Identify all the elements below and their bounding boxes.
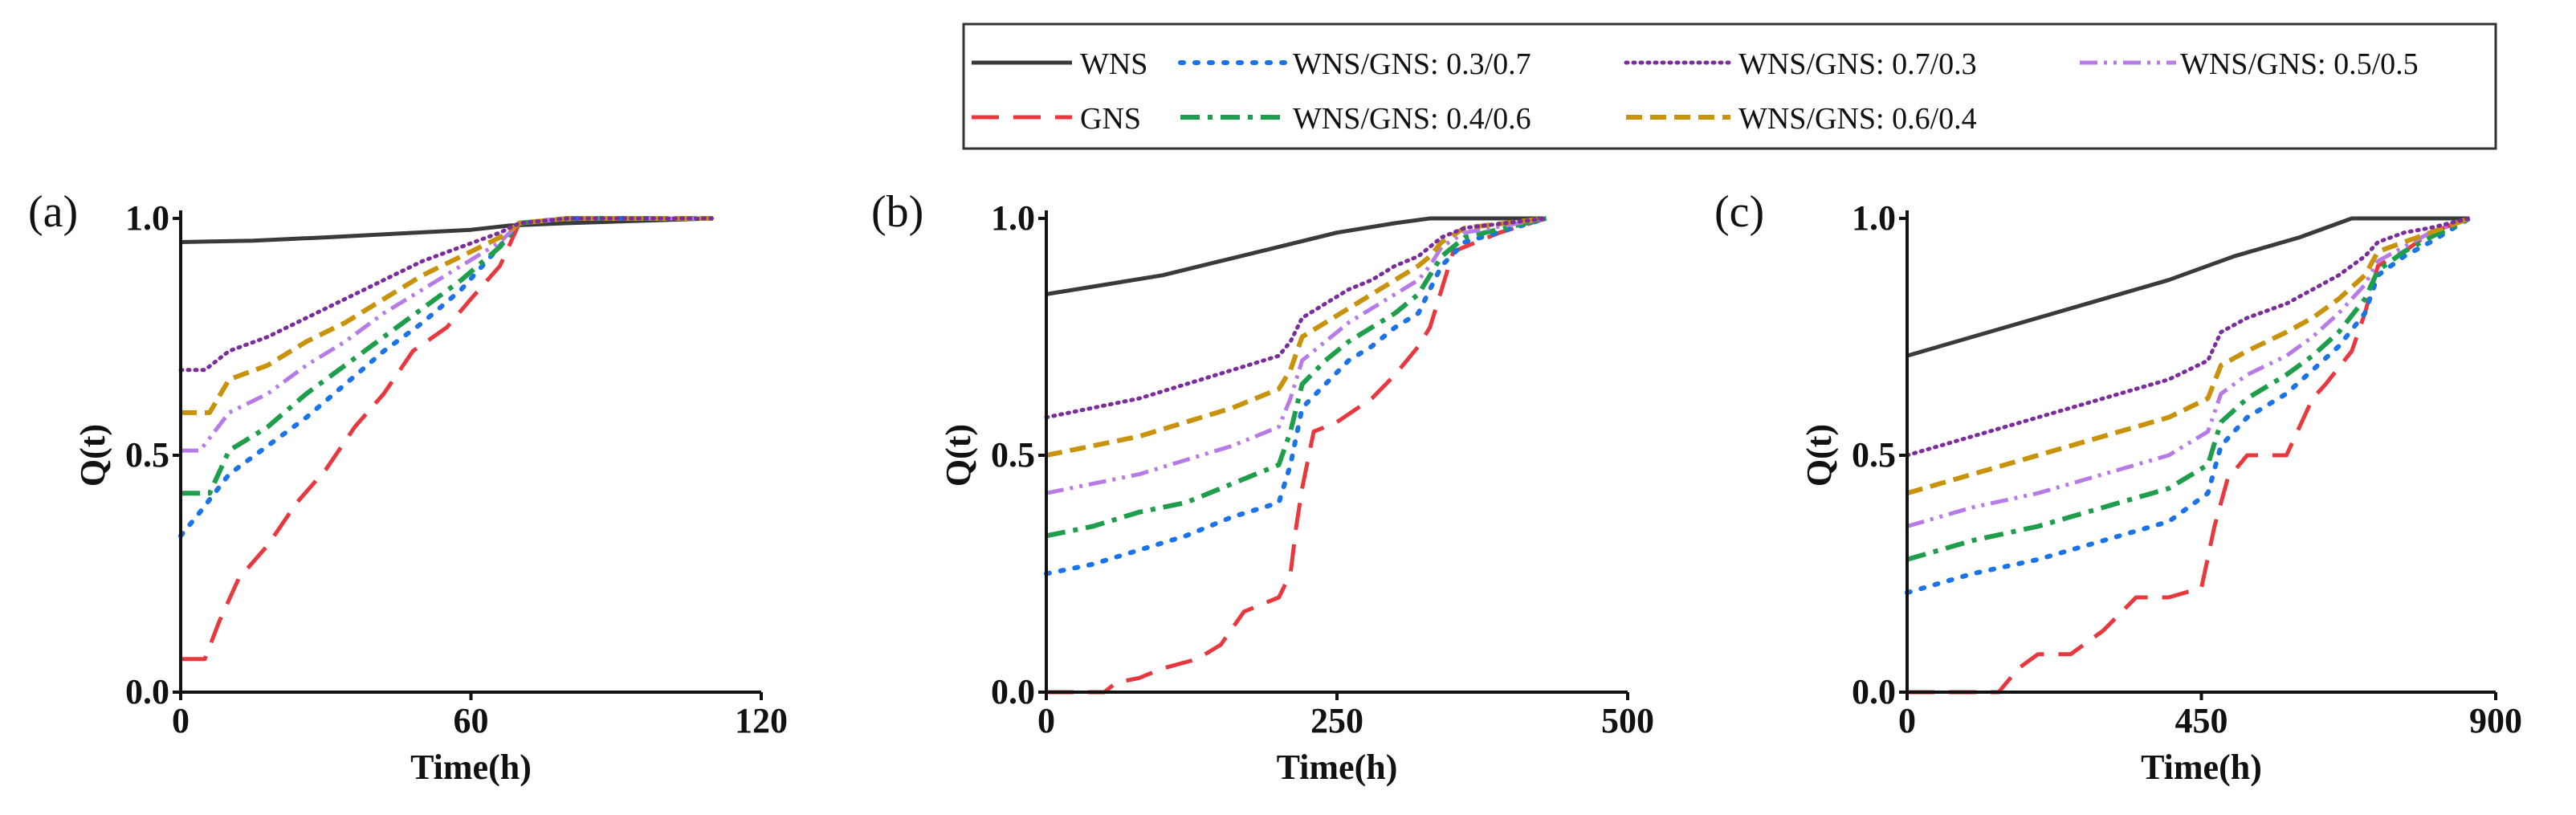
panel-b-y-axis-title: Q(t) xyxy=(939,424,978,487)
legend-label-gns: GNS xyxy=(1080,102,1141,136)
legend: WNS WNS/GNS: 0.3/0.7 WNS/GNS: 0.7/0.3 WN… xyxy=(962,22,2497,150)
panel-b-x-tick-label: 0 xyxy=(1037,701,1055,740)
legend-label-ratio-07-03: WNS/GNS: 0.7/0.3 xyxy=(1738,47,1977,81)
panel-b-y-tick-label: 0.5 xyxy=(991,435,1035,475)
panel-b-series-line-wns-gns-0-5-0-5 xyxy=(1045,216,1547,495)
panel-b-x-tick-label: 250 xyxy=(1310,701,1363,740)
panels: (a) 0.0 0.5 1.0 0 60 120 Time(h) Q(t) (b) 0.0 0.5 1.… xyxy=(28,187,2522,787)
panel-a-series-line-wns xyxy=(180,216,713,244)
legend-item-wns: WNS xyxy=(972,47,1147,81)
panel-a-series-line-wns-gns-0-7-0-3 xyxy=(178,216,715,373)
panel-b-series-line-wns-gns-0-3-0-7 xyxy=(1044,216,1549,577)
panel-b: (b) 0.0 0.5 1.0 0 250 500 Time(h) Q(t) xyxy=(871,187,1654,787)
panel-c-y-tick-label: 1.0 xyxy=(1852,198,1896,238)
panel-a-x-tick-label: 60 xyxy=(454,701,489,740)
legend-label-wns: WNS xyxy=(1080,47,1147,81)
panel-a-y-tick-label: 1.0 xyxy=(125,198,169,238)
panel-c-x-tick-label: 0 xyxy=(1898,701,1916,740)
panel-b-x-tick-label: 500 xyxy=(1601,701,1654,740)
panel-b-series-line-wns xyxy=(1045,216,1547,296)
panel-c-series-line-gns xyxy=(1907,216,2471,695)
panel-c-y-axis-title: Q(t) xyxy=(1800,424,1839,487)
panel-c-x-tick-label: 450 xyxy=(2175,701,2228,740)
panel-b-series-line-wns-gns-0-7-0-3 xyxy=(1044,216,1549,420)
panel-c-series-line-wns-gns-0-5-0-5 xyxy=(1906,216,2471,528)
panel-a-x-tick-label: 0 xyxy=(172,701,190,740)
legend-label-ratio-05-05: WNS/GNS: 0.5/0.5 xyxy=(2180,47,2419,81)
panel-a-series-line-gns xyxy=(181,216,713,662)
panel-c-y-tick-label: 0.5 xyxy=(1852,435,1896,475)
panel-c-series-line-wns-gns-0-3-0-7 xyxy=(1905,216,2472,596)
legend-item-ratio-07-03: WNS/GNS: 0.7/0.3 xyxy=(1624,47,1977,81)
panel-c-x-tick-label: 900 xyxy=(2469,701,2522,740)
legend-label-ratio-03-07: WNS/GNS: 0.3/0.7 xyxy=(1293,47,1531,81)
panel-c-series-line-wns-gns-0-6-0-4 xyxy=(1906,216,2471,496)
legend-label-ratio-06-04: WNS/GNS: 0.6/0.4 xyxy=(1738,102,1977,136)
panel-c-label: (c) xyxy=(1714,187,1764,237)
panel-a-series-line-wns-gns-0-6-0-4 xyxy=(181,216,713,415)
panel-a-series xyxy=(178,216,715,662)
legend-label-ratio-04-06: WNS/GNS: 0.4/0.6 xyxy=(1293,102,1531,136)
panel-a-y-tick-label: 0.5 xyxy=(125,435,169,475)
legend-box xyxy=(962,22,2497,150)
panel-c-series-line-wns xyxy=(1906,216,2470,358)
panel-c-series-line-wns-gns-0-7-0-3 xyxy=(1905,216,2472,458)
panel-b-label: (b) xyxy=(871,187,923,237)
legend-item-ratio-05-05: WNS/GNS: 0.5/0.5 xyxy=(2080,47,2419,81)
panel-b-series-line-wns-gns-0-6-0-4 xyxy=(1045,216,1547,458)
panel-a-label: (a) xyxy=(28,187,78,237)
panel-b-series xyxy=(1044,216,1549,695)
legend-item-ratio-03-07: WNS/GNS: 0.3/0.7 xyxy=(1178,47,1531,81)
panel-b-y-tick-label: 0.0 xyxy=(991,672,1035,711)
panel-a-x-tick-label: 120 xyxy=(735,701,788,740)
panel-c: (c) 0.0 0.5 1.0 0 450 900 Time(h) Q(t) xyxy=(1714,187,2522,787)
panel-a-y-axis-title: Q(t) xyxy=(73,424,112,487)
panel-b-y-tick-label: 1.0 xyxy=(991,198,1035,238)
panel-b-x-axis-title: Time(h) xyxy=(1277,748,1398,787)
panel-a-x-axis-title: Time(h) xyxy=(410,748,532,787)
panel-c-x-axis-title: Time(h) xyxy=(2141,748,2262,787)
panel-a: (a) 0.0 0.5 1.0 0 60 120 Time(h) Q(t) xyxy=(28,187,788,787)
panel-c-series-line-wns-gns-0-4-0-6 xyxy=(1906,216,2471,562)
panel-b-series-line-gns xyxy=(1046,216,1547,695)
legend-item-gns: GNS xyxy=(972,102,1141,136)
panel-c-series xyxy=(1905,216,2472,695)
legend-item-ratio-04-06: WNS/GNS: 0.4/0.6 xyxy=(1180,102,1531,136)
legend-item-ratio-06-04: WNS/GNS: 0.6/0.4 xyxy=(1626,102,1977,136)
panel-b-series-line-wns-gns-0-4-0-6 xyxy=(1045,216,1547,539)
panel-c-y-tick-label: 0.0 xyxy=(1852,672,1896,711)
panel-a-y-tick-label: 0.0 xyxy=(125,672,169,711)
panel-a-series-line-wns-gns-0-5-0-5 xyxy=(181,216,713,453)
